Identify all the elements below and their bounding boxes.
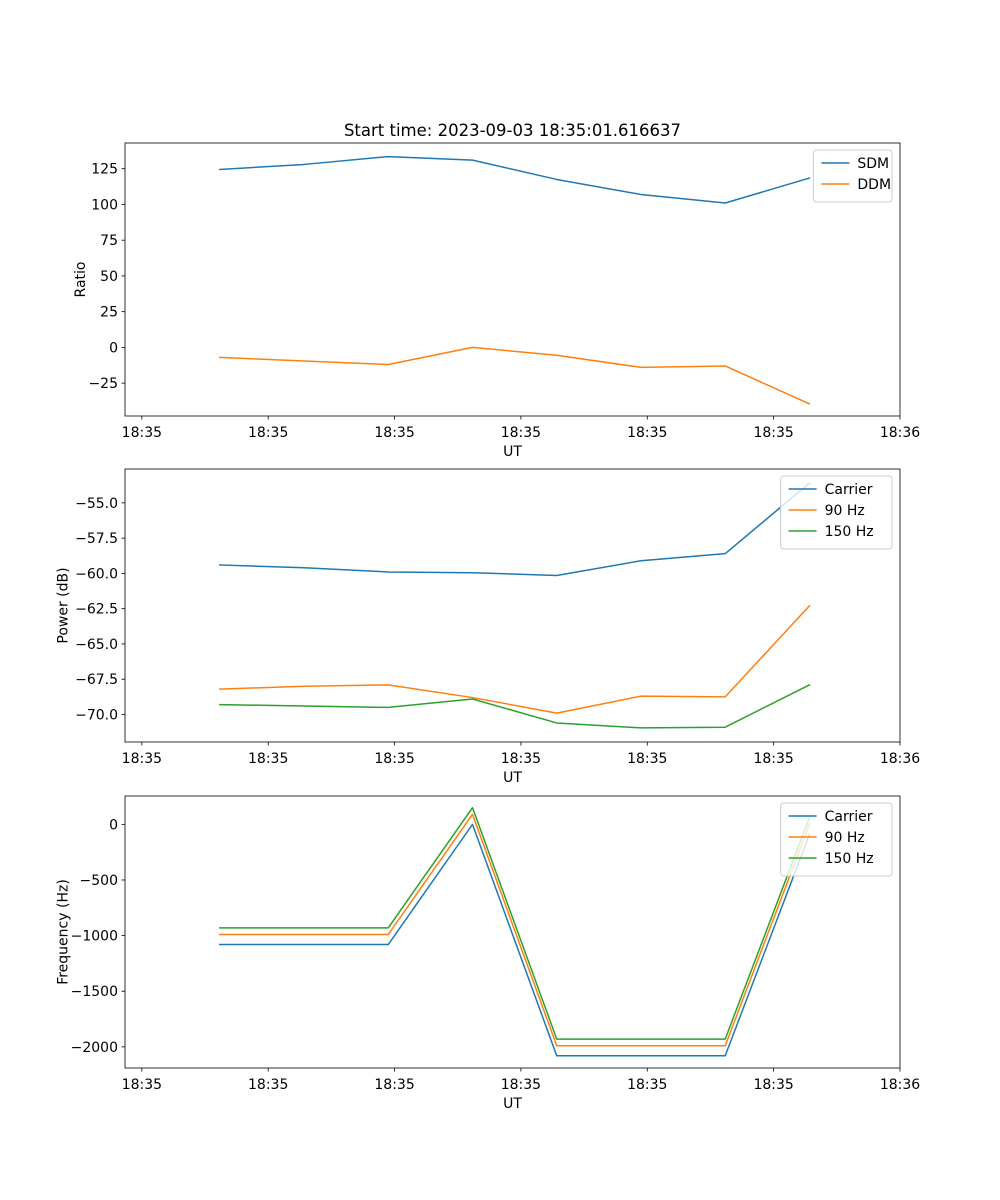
series-line-sdm [218,155,811,204]
x-tick-label: 18:36 [880,1077,920,1093]
axes-frame [124,468,901,743]
y-tick-label: 0 [109,340,118,356]
y-tick-label: −60.0 [75,566,118,582]
x-tick-label: 18:35 [248,751,288,767]
y-tick-label: 125 [91,162,118,178]
y-tick-label: −67.5 [75,672,118,688]
y-tick-label: 100 [91,197,118,213]
legend-label-sdm: SDM [857,156,889,172]
y-tick-label: −1000 [71,929,118,945]
x-tick-label: 18:35 [753,425,793,441]
y-axis-label: Frequency (Hz) [56,879,72,985]
x-tick-label: 18:35 [122,1077,162,1093]
y-tick-label: −2000 [71,1040,118,1056]
subplot-ratio: 18:35 18:35 18:35 18:35 18:35 18:35 18:36 −25 0 2… [73,142,920,460]
x-tick-label: 18:35 [753,751,793,767]
y-tick-label: −57.5 [75,531,118,547]
legend-label-150-hz: 150 Hz [825,524,874,540]
x-tick-label: 18:36 [880,751,920,767]
x-axis-label: UT [503,1096,522,1112]
legend-label-carrier: Carrier [825,809,873,825]
x-tick-label: 18:35 [627,425,667,441]
x-tick-label: 18:35 [501,425,541,441]
axes-frame [124,795,901,1069]
y-tick-label: −1500 [71,984,118,1000]
x-tick-label: 18:35 [627,751,667,767]
series-line-90-hz [219,813,811,1047]
x-tick-label: 18:35 [248,425,288,441]
y-tick-label: 0 [109,817,118,833]
series-line-150-hz [219,683,811,729]
subplot-frequency: 18:35 18:35 18:35 18:35 18:35 18:35 18:36 −2000… [56,795,920,1112]
x-axis-label: UT [503,444,522,460]
y-tick-label: −55.0 [75,496,118,512]
series-line-90-hz [218,604,811,714]
series-line-carrier [218,482,811,577]
y-axis-label: Ratio [73,262,89,298]
x-tick-label: 18:35 [374,751,414,767]
y-tick-label: 50 [100,269,118,285]
x-axis-label: UT [503,770,522,786]
y-tick-label: −500 [80,873,118,889]
x-tick-label: 18:35 [122,425,162,441]
y-axis-label: Power (dB) [56,567,72,643]
subplot-power: 18:35 18:35 18:35 18:35 18:35 18:35 18:36 −70.0… [56,468,920,786]
y-tick-label: −25 [88,376,118,392]
legend-label-90-hz: 90 Hz [825,830,865,846]
series-line-carrier [219,823,811,1057]
legend-label-ddm: DDM [857,177,891,193]
legend-label-150-hz: 150 Hz [825,851,874,867]
y-tick-label: 75 [100,233,118,249]
axes-frame [124,142,901,417]
x-tick-label: 18:35 [122,751,162,767]
series-line-150-hz [219,806,811,1040]
x-tick-label: 18:35 [374,1077,414,1093]
y-tick-label: −70.0 [75,707,118,723]
x-tick-label: 18:35 [248,1077,288,1093]
legend-label-carrier: Carrier [825,482,873,498]
series-line-ddm [218,346,811,405]
y-tick-label: 25 [100,305,118,321]
x-tick-label: 18:36 [880,425,920,441]
x-tick-label: 18:35 [374,425,414,441]
y-tick-label: −62.5 [75,602,118,618]
x-tick-label: 18:35 [501,1077,541,1093]
y-tick-label: −65.0 [75,637,118,653]
x-tick-label: 18:35 [753,1077,793,1093]
x-tick-label: 18:35 [501,751,541,767]
chart-title: Start time: 2023-09-03 18:35:01.616637 [344,121,681,140]
legend-label-90-hz: 90 Hz [825,503,865,519]
x-tick-label: 18:35 [627,1077,667,1093]
